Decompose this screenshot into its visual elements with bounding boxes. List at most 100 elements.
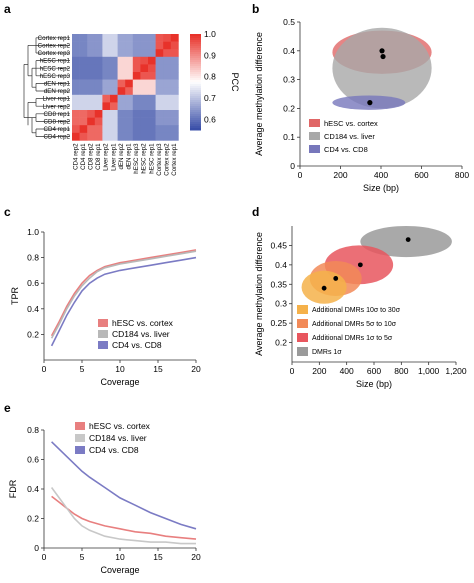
legend-swatch (297, 319, 308, 328)
heatmap-cell (94, 110, 103, 118)
x-tick-label: 5 (80, 364, 85, 374)
heatmap-cell (117, 56, 126, 65)
y-tick-label: 0.2 (283, 103, 295, 113)
heatmap-cell (170, 94, 179, 103)
legend-label: CD4 vs. CD8 (89, 445, 139, 455)
y-tick-label: 0 (290, 161, 295, 171)
heatmap-cell (110, 132, 118, 141)
x-tick-label: 20 (191, 364, 201, 374)
heatmap-cell (140, 125, 149, 134)
legend-label: Additional DMRs 10σ to 30σ (312, 307, 401, 314)
y-tick-label: 0.25 (270, 318, 287, 328)
heatmap-cell (102, 49, 111, 58)
colorbar-segment (190, 58, 201, 61)
heatmap-col-label: hESC rep1 (148, 143, 155, 174)
heatmap-cell (117, 72, 126, 80)
colorbar-tick-label: 0.7 (204, 93, 216, 103)
heatmap-cell (132, 72, 141, 80)
heatmap-row-label: CD8 rep2 (44, 119, 71, 126)
heatmap-cell (132, 79, 141, 88)
heatmap-cell (117, 64, 126, 73)
heatmap-cell (140, 110, 149, 118)
colorbar-segment (190, 116, 201, 119)
colorbar-segment (190, 66, 201, 69)
x-axis-title: Size (bp) (363, 183, 399, 193)
median-point (380, 53, 386, 60)
heatmap-cell (94, 102, 103, 111)
heatmap-cell (140, 64, 149, 73)
heatmap-cell (140, 72, 149, 80)
heatmap-cell (140, 102, 149, 111)
heatmap-cell (72, 64, 80, 73)
heatmap-cell (79, 72, 88, 80)
colorbar-segment (190, 92, 201, 95)
heatmap-cell (155, 41, 164, 50)
colorbar-segment (190, 44, 201, 47)
legend-swatch (98, 330, 108, 338)
spread-ellipse (332, 27, 432, 109)
heatmap-cell (125, 72, 134, 80)
heatmap-cell (87, 56, 96, 65)
x-tick-label: 0 (290, 366, 295, 376)
heatmap-cell (155, 49, 164, 58)
heatmap-cell (72, 102, 80, 111)
colorbar-segment (190, 96, 201, 99)
heatmap-cell (102, 94, 111, 103)
median-point (321, 285, 327, 291)
heatmap-col-label: Cortex rep3 (156, 143, 163, 176)
heatmap-cell (140, 49, 149, 58)
heatmap-cell (79, 94, 88, 103)
heatmap-cell (87, 110, 96, 118)
heatmap-cell (155, 72, 164, 80)
colorbar-segment (190, 100, 201, 103)
colorbar-segment (190, 36, 201, 39)
heatmap-cell (170, 87, 179, 96)
heatmap-cell (87, 64, 96, 73)
heatmap-cell (132, 102, 141, 111)
heatmap-cell (117, 125, 126, 134)
colorbar-label: PCC (230, 72, 240, 92)
heatmap-cell (117, 41, 126, 50)
colorbar-segment (190, 102, 201, 105)
heatmap-col-label: CD8 rep2 (88, 143, 95, 170)
median-point (333, 276, 339, 281)
heatmap-cell (125, 79, 134, 88)
x-tick-label: 10 (115, 364, 125, 374)
heatmap-cell (102, 102, 111, 111)
heatmap-cell (94, 117, 103, 126)
fdr-panel: 0 5 10 15 20 0 0.2 0.4 0.6 0.8 Coverage FDR hESC vs.… (8, 421, 201, 575)
heatmap-cell (155, 102, 164, 111)
colorbar-segment (190, 80, 201, 83)
series-line (51, 441, 197, 530)
heatmap-cell (79, 79, 88, 88)
heatmap-cell (87, 79, 96, 88)
heatmap-cell (125, 56, 134, 65)
heatmap-cell (110, 125, 118, 134)
heatmap-cell (87, 34, 96, 42)
y-tick-label: 0.2 (27, 329, 39, 339)
heatmap-cell (132, 117, 141, 126)
heatmap-cell (163, 132, 172, 141)
colorbar-segment (190, 78, 201, 81)
heatmap-cell (87, 87, 96, 96)
heatmap-cell (125, 64, 134, 73)
heatmap-cell (140, 56, 149, 65)
dmr-threshold-panel: 0 200 400 600 800 1,000 1,200 0.2 0.25 0.3 0.35 0.4… (254, 226, 467, 389)
x-tick-label: 200 (312, 366, 326, 376)
heatmap-cell (140, 41, 149, 50)
heatmap-cell (110, 110, 118, 118)
median-point (379, 48, 385, 54)
heatmap-cell (72, 125, 80, 134)
legend-label: Additional DMRs 5σ to 10σ (312, 321, 397, 328)
heatmap-cell (110, 49, 118, 58)
legend-swatch (297, 333, 308, 342)
colorbar-segment (190, 70, 201, 73)
heatmap-cell (72, 79, 80, 88)
heatmap-cell (170, 34, 179, 42)
colorbar-segment (190, 42, 201, 45)
heatmap-cell (125, 110, 134, 118)
heatmap-col-label: hESC rep2 (141, 143, 148, 174)
legend-label: Additional DMRs 1σ to 5σ (312, 335, 393, 342)
colorbar-segment (190, 98, 201, 101)
legend-swatch (98, 319, 108, 327)
